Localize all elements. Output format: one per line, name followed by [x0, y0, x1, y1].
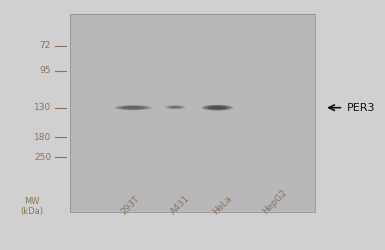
Ellipse shape	[202, 105, 233, 110]
Ellipse shape	[209, 106, 226, 109]
Ellipse shape	[167, 106, 183, 109]
Ellipse shape	[120, 106, 146, 110]
Ellipse shape	[116, 105, 151, 110]
Ellipse shape	[203, 105, 232, 110]
Text: 72: 72	[40, 42, 51, 50]
Ellipse shape	[201, 105, 233, 111]
Text: HeLa: HeLa	[211, 194, 233, 216]
Ellipse shape	[122, 106, 145, 109]
Text: 250: 250	[34, 153, 51, 162]
Ellipse shape	[166, 106, 184, 109]
Ellipse shape	[119, 106, 147, 110]
Text: 293T: 293T	[119, 194, 141, 216]
Ellipse shape	[166, 106, 185, 109]
Ellipse shape	[118, 106, 149, 110]
Ellipse shape	[204, 105, 231, 110]
Text: 130: 130	[34, 103, 51, 112]
Ellipse shape	[119, 106, 148, 110]
Ellipse shape	[207, 106, 228, 110]
Ellipse shape	[206, 106, 228, 110]
Ellipse shape	[167, 106, 183, 108]
Ellipse shape	[208, 106, 226, 109]
Text: 95: 95	[40, 66, 51, 75]
Text: PER3: PER3	[347, 103, 376, 113]
Ellipse shape	[165, 105, 185, 109]
Ellipse shape	[165, 105, 186, 109]
Bar	[70, 14, 315, 211]
Ellipse shape	[204, 105, 230, 110]
Ellipse shape	[208, 106, 227, 110]
Ellipse shape	[122, 106, 144, 109]
Text: HepG2: HepG2	[261, 188, 289, 216]
Ellipse shape	[122, 106, 145, 109]
Text: A431: A431	[169, 194, 192, 216]
Ellipse shape	[206, 106, 229, 110]
Ellipse shape	[169, 106, 182, 108]
Text: 180: 180	[34, 133, 51, 142]
Ellipse shape	[116, 106, 150, 110]
Ellipse shape	[205, 106, 229, 110]
Ellipse shape	[114, 105, 152, 110]
Ellipse shape	[117, 106, 149, 110]
Ellipse shape	[167, 106, 184, 109]
Ellipse shape	[208, 106, 227, 110]
Bar	[70, 14, 315, 211]
Ellipse shape	[166, 106, 184, 109]
Ellipse shape	[115, 105, 152, 110]
Text: MW
(kDa): MW (kDa)	[20, 197, 44, 216]
Ellipse shape	[121, 106, 146, 109]
Ellipse shape	[203, 105, 231, 110]
